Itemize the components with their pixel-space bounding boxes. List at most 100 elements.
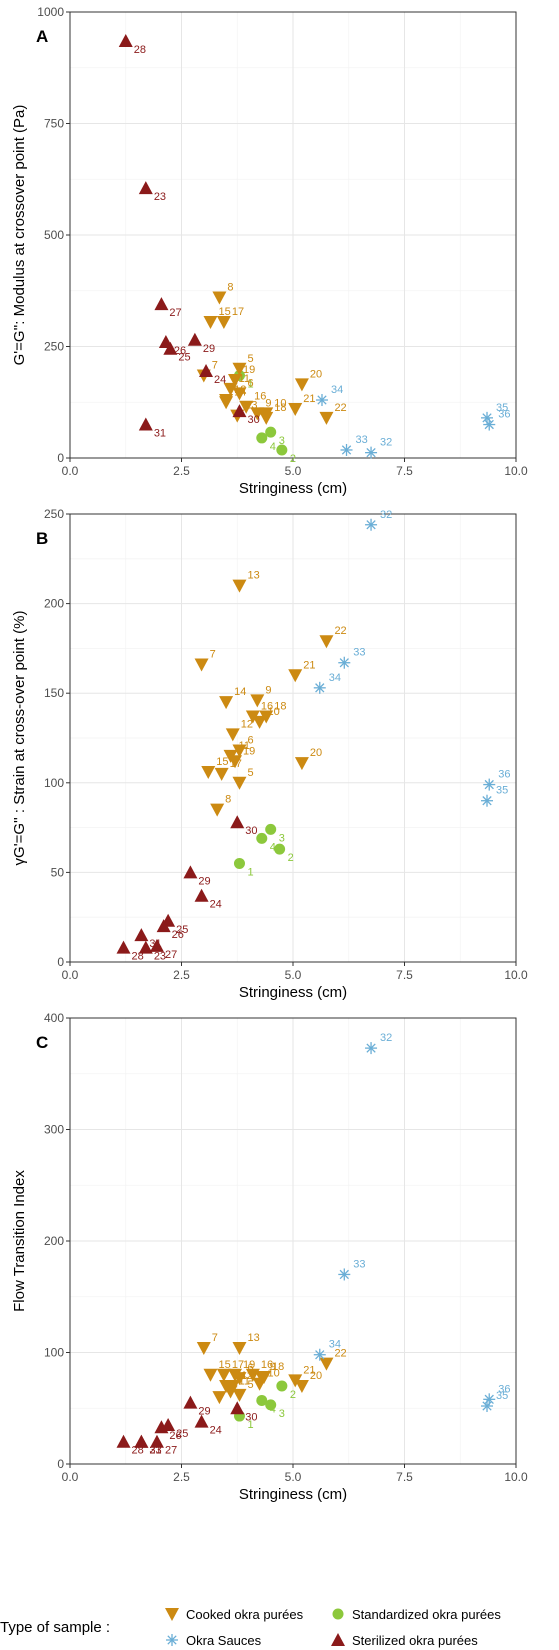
point-18 — [259, 411, 274, 425]
point-27 — [149, 938, 164, 952]
y-tick-label: 100 — [44, 776, 64, 790]
y-tick-label: 150 — [44, 686, 64, 700]
point-31 — [134, 1434, 149, 1448]
point-label-32: 32 — [380, 509, 392, 521]
point-label-27: 27 — [165, 949, 177, 961]
point-label-26: 26 — [174, 345, 186, 357]
panel-a: 0.0 2.5 5.0 7.5 10.0 0 250 500 750 1000 A Stringine… — [11, 5, 528, 497]
legend-item-cooked: Cooked okra purées — [165, 1607, 304, 1622]
x-tick-label: 10.0 — [504, 464, 528, 478]
point-7 — [196, 1342, 211, 1356]
legend-label: Sterilized okra purées — [352, 1633, 478, 1648]
point-19 — [228, 373, 243, 387]
point-28 — [116, 940, 131, 954]
point-label-16: 16 — [261, 700, 273, 712]
y-tick-label: 750 — [44, 117, 64, 131]
point-label-4: 4 — [270, 441, 276, 453]
point-6 — [232, 744, 247, 758]
panel-letter: B — [36, 529, 48, 548]
point-label-7: 7 — [212, 359, 218, 371]
point-label-4: 4 — [270, 1403, 276, 1415]
data-points: 1234567891011121314151617181920212223242… — [116, 1032, 510, 1457]
point-33 — [340, 443, 353, 456]
x-tick-label: 7.5 — [396, 1470, 413, 1484]
x-tick-label: 5.0 — [285, 464, 302, 478]
point-29 — [187, 332, 202, 346]
point-10 — [252, 715, 267, 729]
point-36 — [483, 1393, 496, 1406]
point-2 — [274, 843, 286, 855]
point-20 — [294, 378, 309, 392]
point-22 — [319, 635, 334, 649]
point-27 — [149, 1434, 164, 1448]
point-15 — [203, 315, 218, 329]
x-tick-label: 10.0 — [504, 968, 528, 982]
point-24 — [194, 1414, 209, 1428]
x-tick-label: 0.0 — [62, 464, 79, 478]
y-tick-label: 200 — [44, 597, 64, 611]
point-label-33: 33 — [353, 1258, 365, 1270]
chart-panels: 0.0 2.5 5.0 7.5 10.002505007501000AStringine… — [11, 5, 528, 1503]
point-label-22: 22 — [334, 1348, 346, 1360]
point-label-32: 32 — [380, 1032, 392, 1044]
legend-item-standardized: Standardized okra purées — [332, 1607, 501, 1622]
point-label-30: 30 — [245, 825, 257, 837]
point-label-29: 29 — [198, 1406, 210, 1418]
point-label-31: 31 — [149, 938, 161, 950]
x-tick-label: 0.0 — [62, 968, 79, 982]
point-label-1: 1 — [247, 1419, 253, 1431]
point-24 — [199, 364, 214, 378]
y-tick-label: 400 — [44, 1011, 64, 1025]
x-axis-title: Stringiness (cm) — [239, 1486, 347, 1503]
point-label-32: 32 — [380, 437, 392, 449]
point-label-15: 15 — [216, 756, 228, 768]
point-21 — [288, 669, 303, 683]
legend-triangle-up-icon — [331, 1633, 345, 1646]
point-14 — [219, 396, 234, 410]
x-tick-label: 10.0 — [504, 1470, 528, 1484]
point-label-1: 1 — [247, 378, 253, 390]
point-label-28: 28 — [134, 44, 146, 56]
point-label-3: 3 — [279, 435, 285, 447]
point-8 — [212, 1391, 227, 1405]
point-18 — [259, 710, 274, 724]
point-9 — [250, 407, 265, 421]
y-tick-label: 300 — [44, 1123, 64, 1137]
point-label-19: 19 — [243, 364, 255, 376]
point-label-12: 12 — [234, 384, 246, 396]
point-label-17: 17 — [232, 306, 244, 318]
point-label-33: 33 — [356, 434, 368, 446]
point-label-6: 6 — [247, 1362, 253, 1374]
point-2 — [276, 1380, 288, 1392]
point-7 — [194, 658, 209, 672]
point-label-35: 35 — [496, 402, 508, 414]
point-label-19: 19 — [243, 1359, 255, 1371]
point-23 — [138, 181, 153, 195]
y-tick-label: 0 — [57, 955, 64, 969]
legend-item-sterilized: Sterilized okra purées — [331, 1633, 478, 1648]
point-label-34: 34 — [329, 1339, 341, 1351]
point-8 — [212, 291, 227, 305]
point-label-36: 36 — [498, 1383, 510, 1395]
panel-letter: C — [36, 1033, 48, 1052]
point-label-35: 35 — [496, 1390, 508, 1402]
point-32 — [365, 518, 378, 531]
point-label-17: 17 — [232, 1359, 244, 1371]
point-label-25: 25 — [176, 924, 188, 936]
legend-items: Cooked okra purées Standardized okra puré… — [165, 1607, 501, 1648]
point-6 — [232, 387, 247, 401]
point-35 — [481, 794, 494, 807]
point-label-23: 23 — [154, 191, 166, 203]
point-label-29: 29 — [198, 875, 210, 887]
legend-circle-icon — [332, 1608, 344, 1620]
point-29 — [183, 1395, 198, 1409]
point-4 — [256, 832, 268, 844]
legend-label: Cooked okra purées — [186, 1607, 304, 1622]
y-tick-label: 250 — [44, 340, 64, 354]
point-label-2: 2 — [290, 453, 296, 465]
y-tick-label: 50 — [51, 865, 65, 879]
point-20 — [294, 1379, 309, 1393]
gridlines — [69, 513, 517, 963]
x-tick-label: 2.5 — [173, 968, 190, 982]
